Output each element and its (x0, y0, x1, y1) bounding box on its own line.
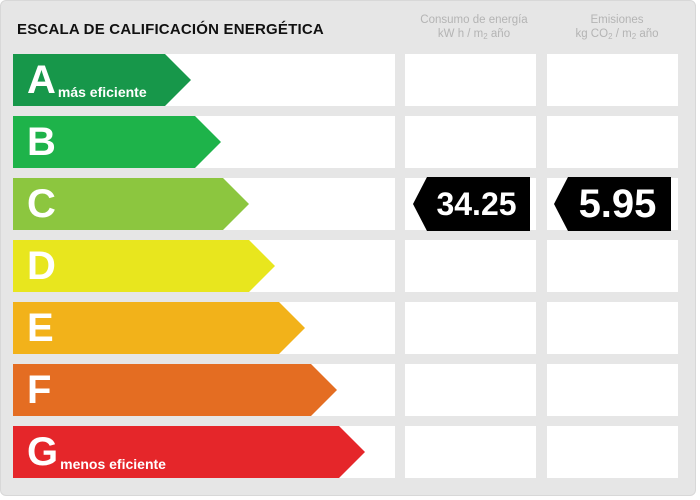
emissions-cell-g (547, 426, 678, 478)
rating-description: más eficiente (57, 84, 147, 100)
rating-letter: G (27, 430, 59, 474)
emissions-value-indicator: 5.95 (554, 177, 671, 231)
emissions-column-header: Emisiones kg CO2 / m2 año (547, 13, 687, 44)
consumption-cell-b (405, 116, 536, 168)
consumption-column-header: Consumo de energía kW h / m2 año (404, 13, 544, 44)
emissions-header-unit: kg CO2 / m2 año (575, 28, 659, 41)
rating-description: menos eficiente (60, 456, 166, 472)
scale-row-f: F (13, 364, 395, 416)
scale-row-c: C (13, 178, 395, 230)
rating-arrow-b: B (13, 116, 221, 168)
emissions-header-line1: Emisiones (590, 14, 644, 26)
consumption-cell-e (405, 302, 536, 354)
consumption-header-unit: kW h / m2 año (437, 28, 511, 41)
rating-letter: C (27, 182, 56, 226)
consumption-value-indicator: 34.25 (413, 177, 530, 231)
scale-row-b: B (13, 116, 395, 168)
consumption-header-line1: Consumo de energía (420, 14, 528, 26)
rating-arrow-e: E (13, 302, 305, 354)
emissions-cell-b (547, 116, 678, 168)
consumption-cell-a (405, 54, 536, 106)
label-title: ESCALA DE CALIFICACIÓN ENERGÉTICA (17, 21, 324, 38)
rating-letter: E (27, 306, 54, 350)
rating-letter: A (27, 58, 56, 102)
scale-row-d: D (13, 240, 395, 292)
emissions-cell-e (547, 302, 678, 354)
consumption-cell-g (405, 426, 536, 478)
scale-row-e: E (13, 302, 395, 354)
rating-arrow-c: C (13, 178, 249, 230)
rating-arrow-d: D (13, 240, 275, 292)
rating-letter: B (27, 120, 56, 164)
rating-letter: D (27, 244, 56, 288)
rating-letter: F (27, 368, 52, 412)
consumption-cell-f (405, 364, 536, 416)
emissions-cell-d (547, 240, 678, 292)
emissions-cell-f (547, 364, 678, 416)
consumption-cell-d (405, 240, 536, 292)
rating-arrow-f: F (13, 364, 337, 416)
emissions-cell-a (547, 54, 678, 106)
